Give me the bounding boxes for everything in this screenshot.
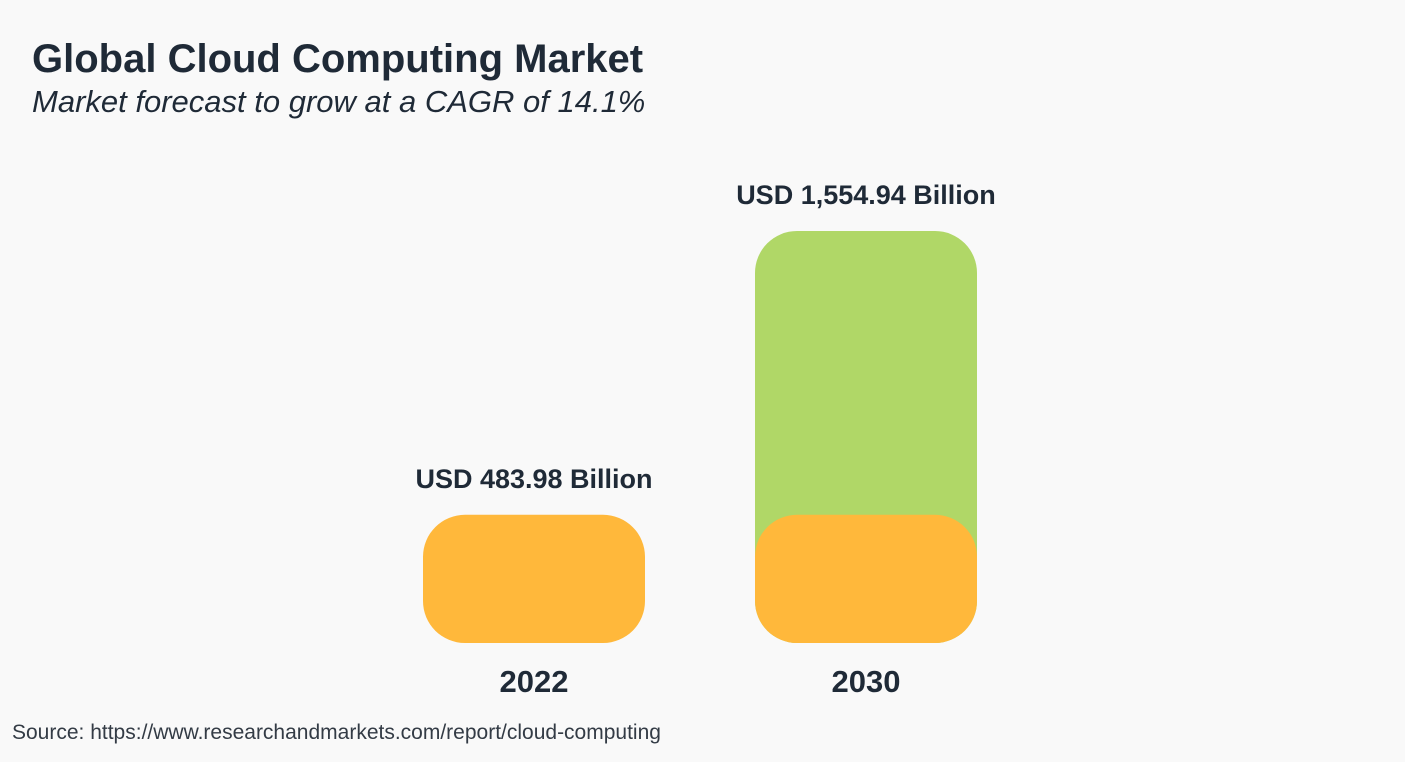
source-note: Source: https://www.researchandmarkets.c… <box>12 721 661 744</box>
page-title: Global Cloud Computing Market <box>32 37 644 81</box>
bar-base-2022 <box>423 514 645 643</box>
category-label-2030: 2030 <box>832 664 901 699</box>
bar-base-2030 <box>755 514 977 643</box>
value-label-2030: USD 1,554.94 Billion <box>736 180 996 210</box>
category-label-2022: 2022 <box>500 664 569 699</box>
page-subtitle: Market forecast to grow at a CAGR of 14.… <box>32 84 646 119</box>
value-label-2022: USD 483.98 Billion <box>415 464 652 494</box>
